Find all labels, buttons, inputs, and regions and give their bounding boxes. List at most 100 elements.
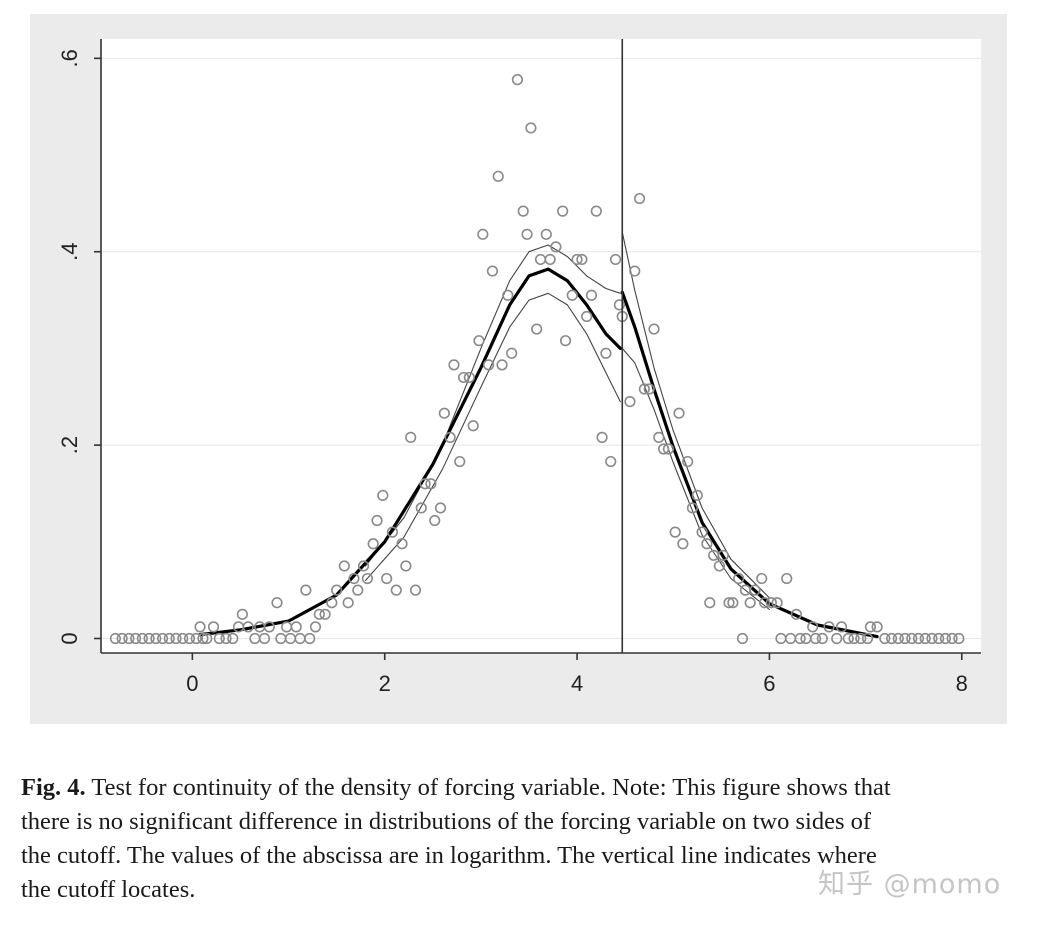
data-point [496, 359, 508, 371]
data-point [723, 597, 735, 609]
x-tick-label: 6 [763, 671, 775, 696]
data-point [613, 299, 625, 311]
confidence-band-line [364, 292, 621, 582]
data-point [842, 632, 854, 645]
data-point [590, 205, 602, 217]
caption-line-1: Fig. 4. Test for continuity of the densi… [21, 771, 1021, 805]
y-tick-label: .4 [57, 243, 82, 261]
data-point [371, 514, 383, 527]
data-point [130, 632, 142, 645]
data-point [717, 549, 729, 561]
data-point [823, 621, 835, 633]
data-point [809, 632, 822, 645]
data-point [197, 632, 209, 645]
data-point [744, 597, 756, 609]
data-point [807, 621, 819, 633]
figure-caption: Fig. 4. Test for continuity of the densi… [21, 771, 1021, 907]
data-point [831, 632, 843, 645]
data-point [912, 632, 925, 645]
data-point [502, 289, 514, 301]
data-point [177, 632, 189, 645]
data-point [653, 431, 665, 443]
data-point [609, 253, 622, 266]
caption-line-2: there is no significant difference in di… [21, 808, 872, 835]
data-point [605, 455, 617, 468]
data-point [258, 632, 271, 645]
data-point [457, 371, 470, 384]
data-point [419, 478, 431, 490]
data-point [864, 621, 876, 633]
y-tick-label: 0 [57, 632, 82, 644]
data-point [643, 383, 655, 395]
data-point [415, 502, 427, 514]
data-point [624, 395, 636, 408]
data-point [885, 632, 898, 645]
data-point [377, 489, 389, 501]
data-point [531, 323, 543, 335]
data-point [300, 584, 312, 596]
data-point [939, 632, 952, 645]
data-point [381, 572, 393, 585]
data-point [629, 265, 641, 277]
data-point [926, 632, 938, 645]
data-point [596, 431, 608, 443]
data-point [691, 489, 703, 501]
data-point [701, 538, 713, 550]
data-point [400, 560, 412, 572]
confidence-band-line [621, 231, 770, 599]
confidence-band-line [621, 347, 770, 611]
y-tick-label: .6 [57, 49, 82, 67]
data-point [686, 502, 699, 514]
data-point [871, 621, 883, 633]
data-point [581, 310, 593, 323]
data-point [727, 597, 739, 609]
data-point [367, 538, 379, 550]
data-point [771, 597, 783, 609]
data-point [759, 597, 771, 609]
data-point [713, 560, 726, 572]
data-point [313, 608, 325, 620]
data-point [116, 632, 128, 645]
data-point [170, 632, 182, 645]
data-point [429, 514, 441, 527]
data-point [933, 632, 945, 645]
data-point [263, 621, 275, 633]
data-point [213, 632, 225, 645]
data-point [236, 608, 248, 620]
data-point [109, 632, 122, 645]
data-point [576, 253, 588, 266]
data-point [517, 205, 529, 217]
data-point [662, 443, 675, 455]
data-point [544, 253, 556, 266]
data-point [473, 335, 485, 347]
data-point [525, 122, 537, 134]
data-point [123, 632, 135, 645]
data-point [648, 323, 660, 335]
data-point [448, 359, 460, 371]
data-point [736, 632, 749, 645]
figure-panel: 0 2 4 6 8 0 .2 .4 .6 [30, 14, 1007, 724]
data-point [953, 632, 965, 645]
data-point [319, 608, 331, 620]
data-point [756, 572, 768, 585]
data-point [765, 597, 777, 609]
data-point [892, 632, 904, 645]
data-point [521, 228, 533, 240]
x-tick-label: 0 [186, 671, 198, 696]
data-point [506, 347, 518, 359]
x-tick-label: 8 [956, 671, 968, 696]
data-point [861, 632, 874, 645]
data-point [309, 621, 322, 633]
data-point [677, 538, 689, 550]
caption-text-1: Test for continuity of the density of fo… [85, 774, 891, 801]
data-point [190, 632, 202, 645]
data-point [879, 632, 891, 645]
data-point [790, 608, 802, 620]
data-point [557, 205, 569, 217]
data-point [511, 74, 524, 86]
data-point [835, 621, 848, 633]
data-point [673, 407, 685, 419]
data-point [220, 632, 232, 645]
data-point [477, 228, 489, 240]
data-point [143, 632, 155, 645]
